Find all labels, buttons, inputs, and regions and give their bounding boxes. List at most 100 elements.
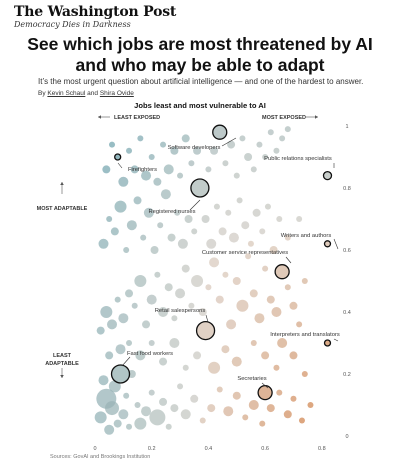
- byline-joiner: and: [87, 90, 99, 97]
- scatter-point: [159, 397, 168, 406]
- author-link[interactable]: Kevin Schaul: [47, 90, 86, 97]
- data-label: Software developers: [168, 145, 221, 151]
- label-leader-line: [221, 137, 237, 147]
- scatter-point: [105, 351, 114, 360]
- highlight-point[interactable]: [212, 125, 227, 140]
- scatter-point: [213, 203, 220, 210]
- scatter-point: [206, 238, 217, 249]
- data-label: Firefighters: [128, 167, 157, 173]
- scatter-point: [148, 154, 155, 160]
- brand-logo[interactable]: The Washington Post: [14, 4, 177, 20]
- scatter-point: [180, 409, 191, 420]
- scatter-point: [250, 340, 257, 346]
- y-direction-bottom-line1: LEAST: [53, 353, 72, 359]
- scatter-point: [188, 302, 195, 309]
- scatter-point: [236, 197, 243, 204]
- brand-motto: Democracy Dies in Darkness: [14, 20, 131, 29]
- highlight-point[interactable]: [258, 385, 273, 400]
- scatter-point: [215, 295, 224, 304]
- scatter-point: [191, 275, 204, 287]
- scatter-point: [108, 380, 121, 393]
- scatter-point: [208, 361, 221, 374]
- label-leader-line: [121, 356, 131, 367]
- scatter-point: [109, 141, 116, 148]
- scatter-point: [190, 394, 199, 403]
- scatter-point: [126, 147, 133, 154]
- x-tick-label: 0.8: [318, 446, 326, 452]
- scatter-point: [137, 135, 144, 142]
- scatter-point: [277, 338, 288, 348]
- highlight-ring: [114, 153, 122, 161]
- y-direction-top: MOST ADAPTABLE: [37, 206, 88, 212]
- highlight-point[interactable]: [324, 340, 331, 346]
- scatter-point: [273, 147, 280, 154]
- scatter-point: [252, 208, 261, 217]
- scatter-point: [225, 209, 232, 216]
- scatter-point: [154, 271, 161, 278]
- scatter-point: [164, 283, 173, 292]
- scatter-point: [259, 228, 266, 235]
- scatter-point: [107, 319, 118, 330]
- scatter-point: [289, 351, 298, 360]
- scatter-point: [163, 164, 174, 175]
- y-axis-ticks: 0 0.2 0.4 0.6 0.8 1: [343, 124, 351, 440]
- scatter-point: [227, 140, 236, 149]
- highlight-point[interactable]: [190, 179, 209, 197]
- scatter-point: [110, 227, 119, 236]
- x-tick-label: 0.6: [261, 446, 269, 452]
- scatter-point: [146, 294, 157, 305]
- highlight-ring: [323, 240, 332, 248]
- scatter-point: [209, 257, 220, 268]
- scatter-point: [170, 146, 179, 155]
- label-leader-line: [333, 238, 339, 250]
- author-link[interactable]: Shira Ovide: [99, 90, 134, 97]
- scatter-point: [261, 351, 270, 360]
- scatter-point: [165, 423, 172, 430]
- data-label: Registered nurses: [148, 209, 195, 215]
- data-label: Public relations specialists: [264, 156, 332, 162]
- scatter-point: [296, 216, 303, 222]
- label-leader-line: [189, 199, 201, 211]
- y-tick-label: 1: [345, 124, 348, 130]
- highlight-point[interactable]: [324, 240, 331, 247]
- scatter-point: [118, 176, 129, 187]
- highlight-point[interactable]: [196, 321, 215, 340]
- scatter-point: [153, 177, 162, 186]
- byline: By Kevin Schaul and Shira Ovide: [38, 90, 134, 97]
- highlight-point[interactable]: [114, 154, 121, 160]
- scatter-point: [242, 414, 249, 421]
- scatter-point: [199, 417, 206, 424]
- label-leader-line: [117, 162, 123, 169]
- scatter-point: [205, 284, 212, 291]
- y-tick-label: 0.8: [343, 186, 351, 192]
- scatter-point: [96, 326, 105, 335]
- scatter-point: [222, 160, 229, 167]
- scatter-point: [114, 200, 127, 213]
- scatter-point: [126, 220, 137, 231]
- scatter-point: [191, 228, 198, 235]
- scatter-point: [298, 417, 305, 424]
- scatter-point: [201, 215, 210, 223]
- highlighted-jobs: Software developers Public relations spec…: [110, 124, 340, 401]
- chart-title: Jobs least and most vulnerable to AI: [134, 101, 266, 110]
- scatter-point: [98, 238, 109, 249]
- highlight-point[interactable]: [111, 365, 130, 383]
- scatter-point: [150, 246, 159, 254]
- scatter-point: [289, 301, 298, 310]
- scatter-point: [232, 391, 241, 400]
- scatter-point: [232, 277, 241, 285]
- scatter-point: [283, 410, 292, 419]
- data-label: Retail salespersons: [155, 308, 206, 314]
- y-tick-label: 0.6: [343, 248, 351, 254]
- y-direction-bottom-line2: ADAPTABLE: [45, 361, 79, 367]
- highlight-point[interactable]: [275, 264, 290, 279]
- scatter-point: [126, 423, 133, 430]
- data-label: Secretaries: [237, 376, 266, 382]
- highlight-point[interactable]: [323, 171, 332, 180]
- x-tick-label: 0: [93, 446, 96, 452]
- scatter-point: [167, 233, 176, 242]
- scatter-point: [290, 395, 297, 402]
- label-leader-line: [285, 256, 292, 264]
- x-tick-label: 0.4: [205, 446, 213, 452]
- highlight-ring: [190, 178, 210, 198]
